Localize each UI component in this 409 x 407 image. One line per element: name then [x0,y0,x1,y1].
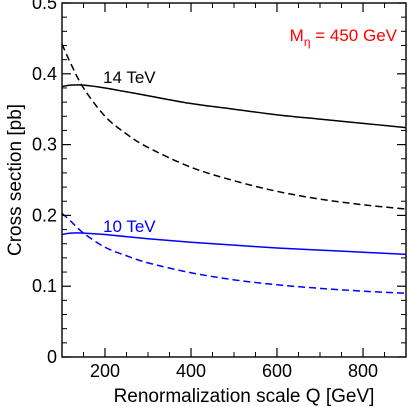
plot-series [61,43,407,295]
y-tick-label: 0 [47,347,57,367]
mass-symbol: M [290,26,304,45]
x-tick-label: 800 [348,361,378,381]
y-tick-label: 0.4 [32,64,57,84]
plot-frame [61,2,407,358]
x-axis-label: Renormalization scale Q [GeV] [114,386,375,407]
y-tick-label: 0.1 [32,276,57,296]
x-tick-label: 400 [176,361,206,381]
series-14tev-solid [61,84,407,129]
mass-value: = 450 GeV [311,26,398,45]
x-tick-label: 200 [90,361,120,381]
label-14-tev: 14 TeV [103,68,156,87]
axis-tick-labels: 200 400 600 800 0 0.1 0.2 0.3 0.4 0.5 [32,0,378,381]
y-axis-label: Cross section [pb] [5,104,26,256]
series-10tev-dashed [61,212,407,295]
y-tick-label: 0.5 [32,0,57,13]
mass-subscript: η [304,35,311,49]
y-tick-label: 0.2 [32,205,57,225]
series-10tev-solid [61,232,407,256]
x-tick-label: 600 [262,361,292,381]
y-tick-label: 0.3 [32,135,57,155]
axis-ticks [61,2,407,358]
label-10-tev: 10 TeV [103,217,156,236]
mass-annotation: Mη = 450 GeV [290,26,398,49]
series-14tev-dashed [61,43,407,210]
